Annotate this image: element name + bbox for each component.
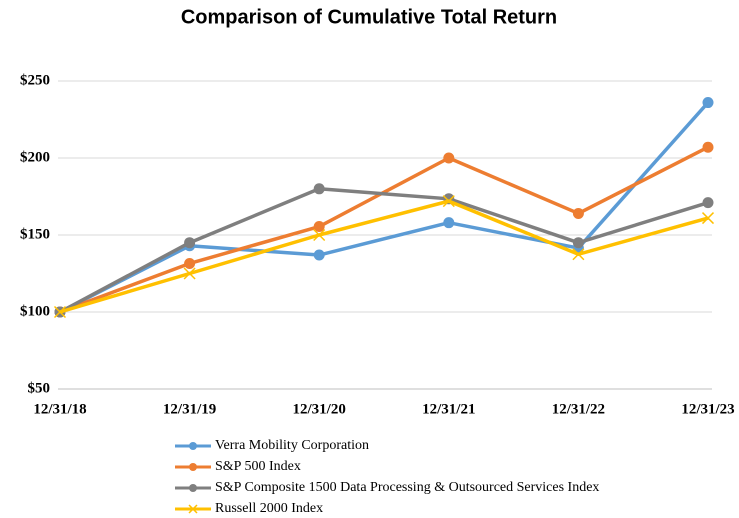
legend-marker	[189, 484, 197, 492]
x-tick-label: 12/31/19	[163, 401, 216, 417]
legend-label: S&P Composite 1500 Data Processing & Out…	[215, 480, 599, 495]
marker	[183, 267, 196, 280]
x-tick-label: 12/31/21	[422, 401, 475, 417]
legend-label: S&P 500 Index	[215, 459, 301, 474]
series-line	[59, 199, 709, 314]
marker	[313, 228, 326, 242]
y-tick-label: $50	[28, 380, 51, 396]
marker	[443, 217, 455, 229]
x-tick-label: 12/31/23	[681, 401, 734, 417]
x-tick-label: 12/31/20	[293, 401, 346, 417]
marker	[313, 221, 325, 233]
marker	[313, 249, 325, 261]
marker	[443, 152, 455, 164]
marker	[313, 183, 325, 195]
marker	[572, 237, 584, 249]
marker	[572, 248, 585, 261]
x-tick-label: 12/31/18	[33, 401, 86, 417]
marker	[184, 237, 196, 249]
marker	[701, 212, 715, 225]
marker	[442, 195, 455, 208]
y-tick-label: $200	[20, 149, 50, 165]
legend-marker	[189, 463, 197, 471]
series-line	[59, 145, 709, 314]
marker	[702, 197, 714, 209]
marker	[702, 141, 714, 153]
y-tick-label: $100	[20, 303, 50, 319]
y-tick-label: $250	[20, 72, 50, 88]
legend-marker	[188, 504, 198, 514]
marker	[53, 305, 67, 319]
legend-marker	[189, 442, 197, 450]
legend-label: Russell 2000 Index	[215, 501, 323, 516]
legend-label: Verra Mobility Corporation	[215, 438, 369, 453]
series-line	[59, 187, 709, 314]
marker	[702, 97, 714, 109]
series-line	[59, 101, 710, 314]
y-tick-label: $150	[20, 226, 50, 242]
marker	[184, 257, 196, 269]
marker	[572, 207, 584, 219]
x-tick-label: 12/31/22	[552, 401, 605, 417]
chart-title: Comparison of Cumulative Total Return	[181, 6, 557, 28]
